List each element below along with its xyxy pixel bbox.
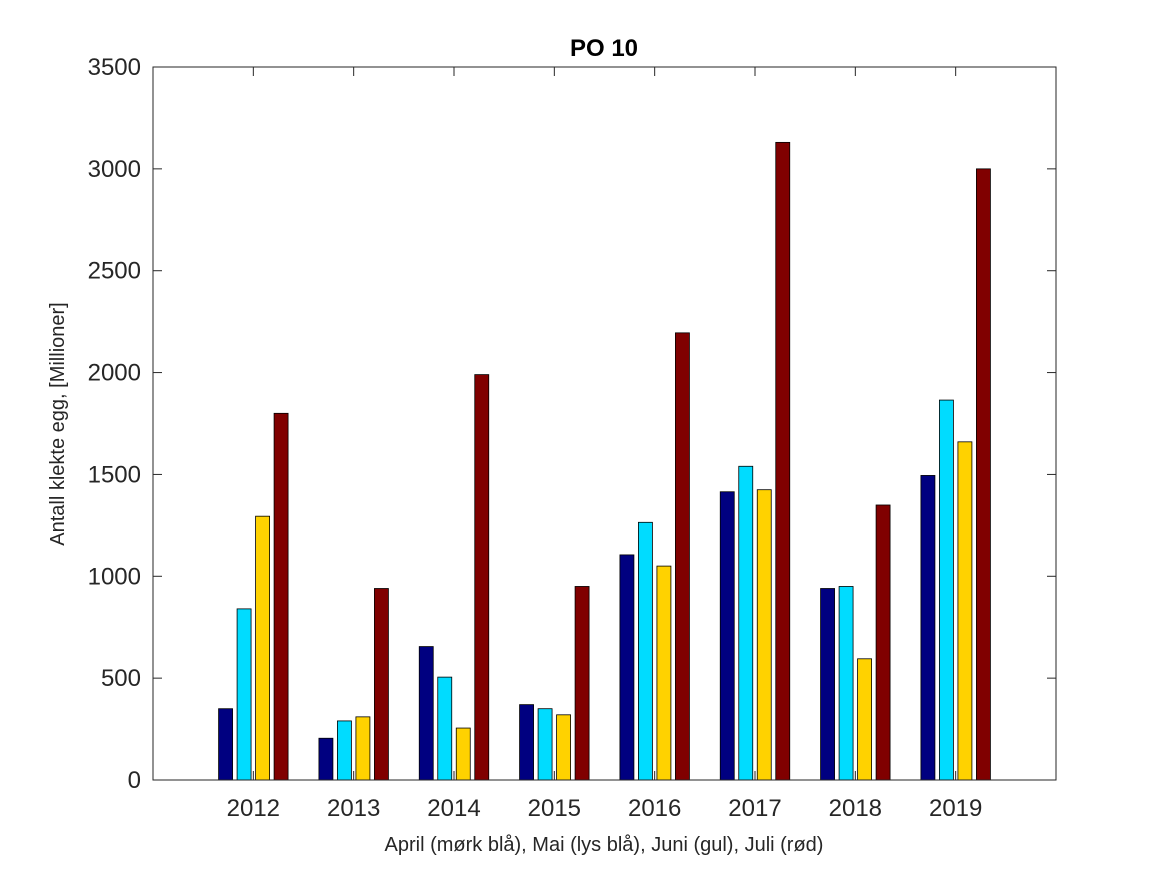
bar — [619, 554, 635, 781]
bar — [976, 168, 991, 781]
bar — [957, 441, 973, 781]
bar — [875, 504, 891, 781]
y-axis-label: Antall klekte egg, [Millioner] — [47, 302, 69, 545]
chart-title: PO 10 — [570, 35, 638, 62]
bar — [519, 704, 534, 781]
bar — [556, 714, 571, 781]
x-tick-label: 2019 — [929, 795, 982, 822]
bar — [273, 412, 289, 781]
y-tick-label: 2000 — [88, 360, 141, 387]
y-axis-ticks: 0 500 1000 1500 2000 2500 3000 3500 — [88, 54, 1056, 794]
bar — [756, 489, 772, 781]
bar — [537, 708, 553, 781]
bar — [920, 475, 936, 781]
bar — [236, 608, 252, 781]
bar — [638, 521, 653, 781]
y-tick-label: 500 — [101, 665, 141, 692]
bar — [318, 737, 334, 781]
bar — [675, 332, 690, 781]
bar — [574, 586, 590, 781]
bar — [474, 374, 490, 781]
y-tick-label: 0 — [128, 767, 141, 794]
x-tick-label: 2016 — [628, 795, 681, 822]
bar — [775, 141, 791, 781]
y-tick-label: 1000 — [88, 563, 141, 590]
x-tick-label: 2018 — [829, 795, 882, 822]
x-tick-label: 2017 — [728, 795, 781, 822]
x-axis-ticks: 2012 2013 2014 2015 2016 2017 2018 2019 — [227, 67, 982, 822]
bar — [255, 515, 270, 781]
x-axis-label: April (mørk blå), Mai (lys blå), Juni (g… — [385, 834, 824, 856]
x-tick-label: 2015 — [528, 795, 581, 822]
bar — [838, 586, 854, 781]
bar — [218, 708, 233, 781]
plot-area — [153, 67, 1056, 780]
bar — [719, 491, 735, 781]
bar — [455, 727, 471, 781]
x-tick-label: 2013 — [327, 795, 380, 822]
bar — [374, 588, 389, 781]
y-tick-label: 2500 — [88, 258, 141, 285]
bar — [939, 399, 954, 781]
bar — [355, 716, 371, 781]
bar — [738, 465, 754, 781]
bar — [418, 646, 434, 781]
bar — [820, 588, 835, 781]
y-tick-label: 3000 — [88, 156, 141, 183]
x-tick-label: 2012 — [227, 795, 280, 822]
axes-box — [152, 66, 1057, 781]
x-tick-label: 2014 — [427, 795, 480, 822]
bar — [437, 676, 453, 781]
y-tick-label: 1500 — [88, 461, 141, 488]
bar — [857, 658, 872, 781]
bars-group — [218, 141, 991, 781]
y-tick-label: 3500 — [88, 54, 141, 81]
bar — [337, 720, 352, 781]
bar — [656, 565, 672, 781]
